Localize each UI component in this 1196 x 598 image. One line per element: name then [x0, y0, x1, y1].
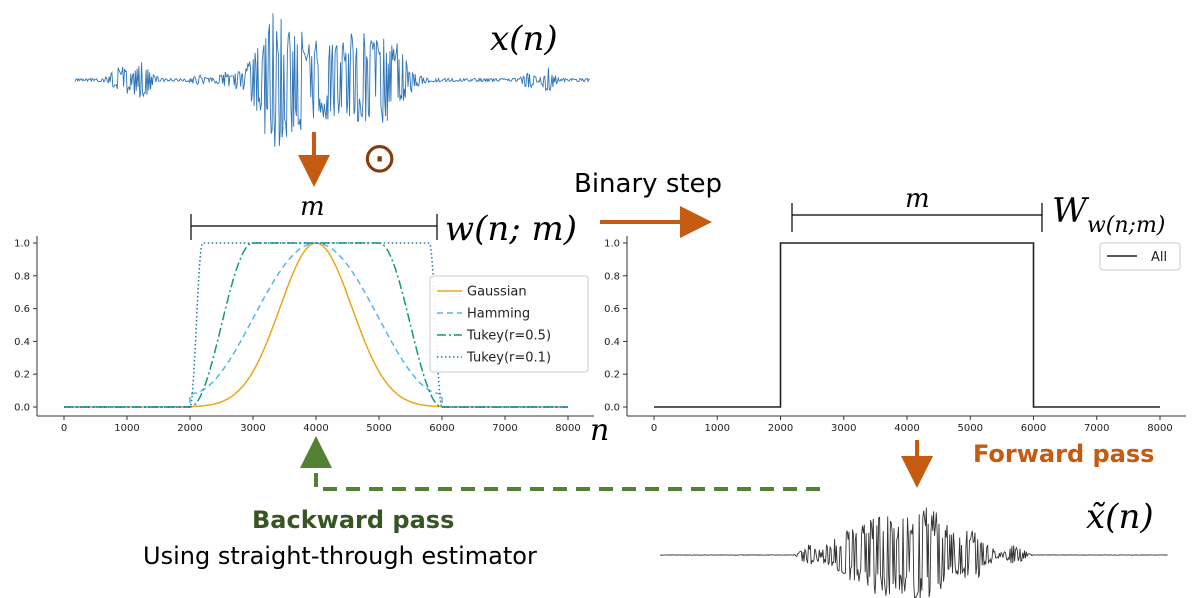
binary-step-label: Binary step [574, 169, 722, 199]
output-waveform [659, 507, 1168, 598]
input-waveform [74, 13, 590, 148]
right-chart-y-tick-label: 1.0 [604, 239, 620, 250]
left-chart-x-tick-label: 2000 [177, 423, 202, 434]
right-chart-x-tick-label: 1000 [705, 423, 730, 434]
right-chart-y-tick-label: 0.6 [604, 304, 620, 315]
window-length-label-left: m [300, 192, 325, 222]
legend-entry: Gaussian [467, 285, 527, 300]
right-chart-y-tick-label: 0.8 [604, 271, 620, 282]
output-signal-label: x̃(n) [1086, 497, 1154, 537]
left-chart-series-tukey-r-0-1 [64, 242, 568, 408]
legend-entry: Tukey(r=0.5) [466, 329, 551, 344]
window-length-bracket-left [190, 214, 438, 240]
right-chart-y-tick-label: 0.4 [604, 337, 620, 348]
left-chart-y-tick-label: 0.4 [14, 337, 30, 348]
legend-entry: All [1151, 250, 1167, 265]
binary-window-label: Ww(n;m) [1052, 191, 1165, 238]
sample-index-label: n [590, 413, 609, 448]
input-signal-label: x(n) [490, 19, 558, 59]
left-chart-x-tick-label: 7000 [492, 423, 517, 434]
right-chart-x-tick-label: 7000 [1084, 423, 1109, 434]
legend-entry: Hamming [467, 307, 530, 322]
left-chart-x-tick-label: 5000 [366, 423, 391, 434]
right-chart-x-tick-label: 2000 [768, 423, 793, 434]
window-functions-chart: 0 1000 2000 3000 4000 5000 6000 7000 8000 0.0 0.2 0… [14, 236, 594, 434]
right-chart-x-tick-label: 8000 [1147, 423, 1172, 434]
left-chart-y-tick-label: 0.8 [14, 271, 30, 282]
forward-pass-label: Forward pass [973, 440, 1154, 468]
left-chart-legend: Gaussian Hamming Tukey(r=0.5) Tukey(r=0.1) [429, 275, 589, 373]
left-chart-x-tick-label: 0 [61, 423, 67, 434]
window-length-bracket-right [791, 203, 1043, 232]
right-chart-x-tick-label: 4000 [894, 423, 919, 434]
straight-through-label: Using straight-through estimator [143, 542, 537, 570]
backward-pass-label: Backward pass [252, 506, 454, 534]
hadamard-symbol: ⊙ [362, 133, 397, 182]
left-chart-x-tick-label: 8000 [555, 423, 580, 434]
legend-entry: Tukey(r=0.1) [466, 351, 551, 366]
binary-window-symbol: W [1052, 191, 1090, 231]
left-chart-x-tick-label: 3000 [240, 423, 265, 434]
left-chart-x-tick-label: 6000 [429, 423, 454, 434]
right-chart-y-tick-label: 0.0 [604, 403, 620, 414]
left-chart-y-tick-label: 1.0 [14, 239, 30, 250]
right-chart-x-tick-label: 0 [651, 423, 657, 434]
left-chart-x-tick-label: 4000 [303, 423, 328, 434]
right-chart-y-tick-label: 0.2 [604, 370, 620, 381]
binary-window-subscript: w(n;m) [1087, 213, 1165, 238]
left-chart-y-tick-label: 0.6 [14, 304, 30, 315]
left-chart-y-tick-label: 0.0 [14, 403, 30, 414]
binary-step-chart: 0 1000 2000 3000 4000 5000 6000 7000 8000 0.0 0.2 0… [604, 236, 1186, 434]
window-function-label: w(n; m) [445, 209, 577, 249]
right-chart-legend: All [1099, 242, 1181, 271]
right-chart-series-all [654, 242, 1160, 408]
window-length-label-right: m [905, 184, 930, 214]
right-chart-x-tick-label: 6000 [1021, 423, 1046, 434]
backward-arrow [300, 436, 820, 491]
right-chart-x-tick-label: 3000 [831, 423, 856, 434]
left-chart-y-tick-label: 0.2 [14, 370, 30, 381]
left-chart-x-tick-label: 1000 [114, 423, 139, 434]
right-chart-x-tick-label: 5000 [958, 423, 983, 434]
